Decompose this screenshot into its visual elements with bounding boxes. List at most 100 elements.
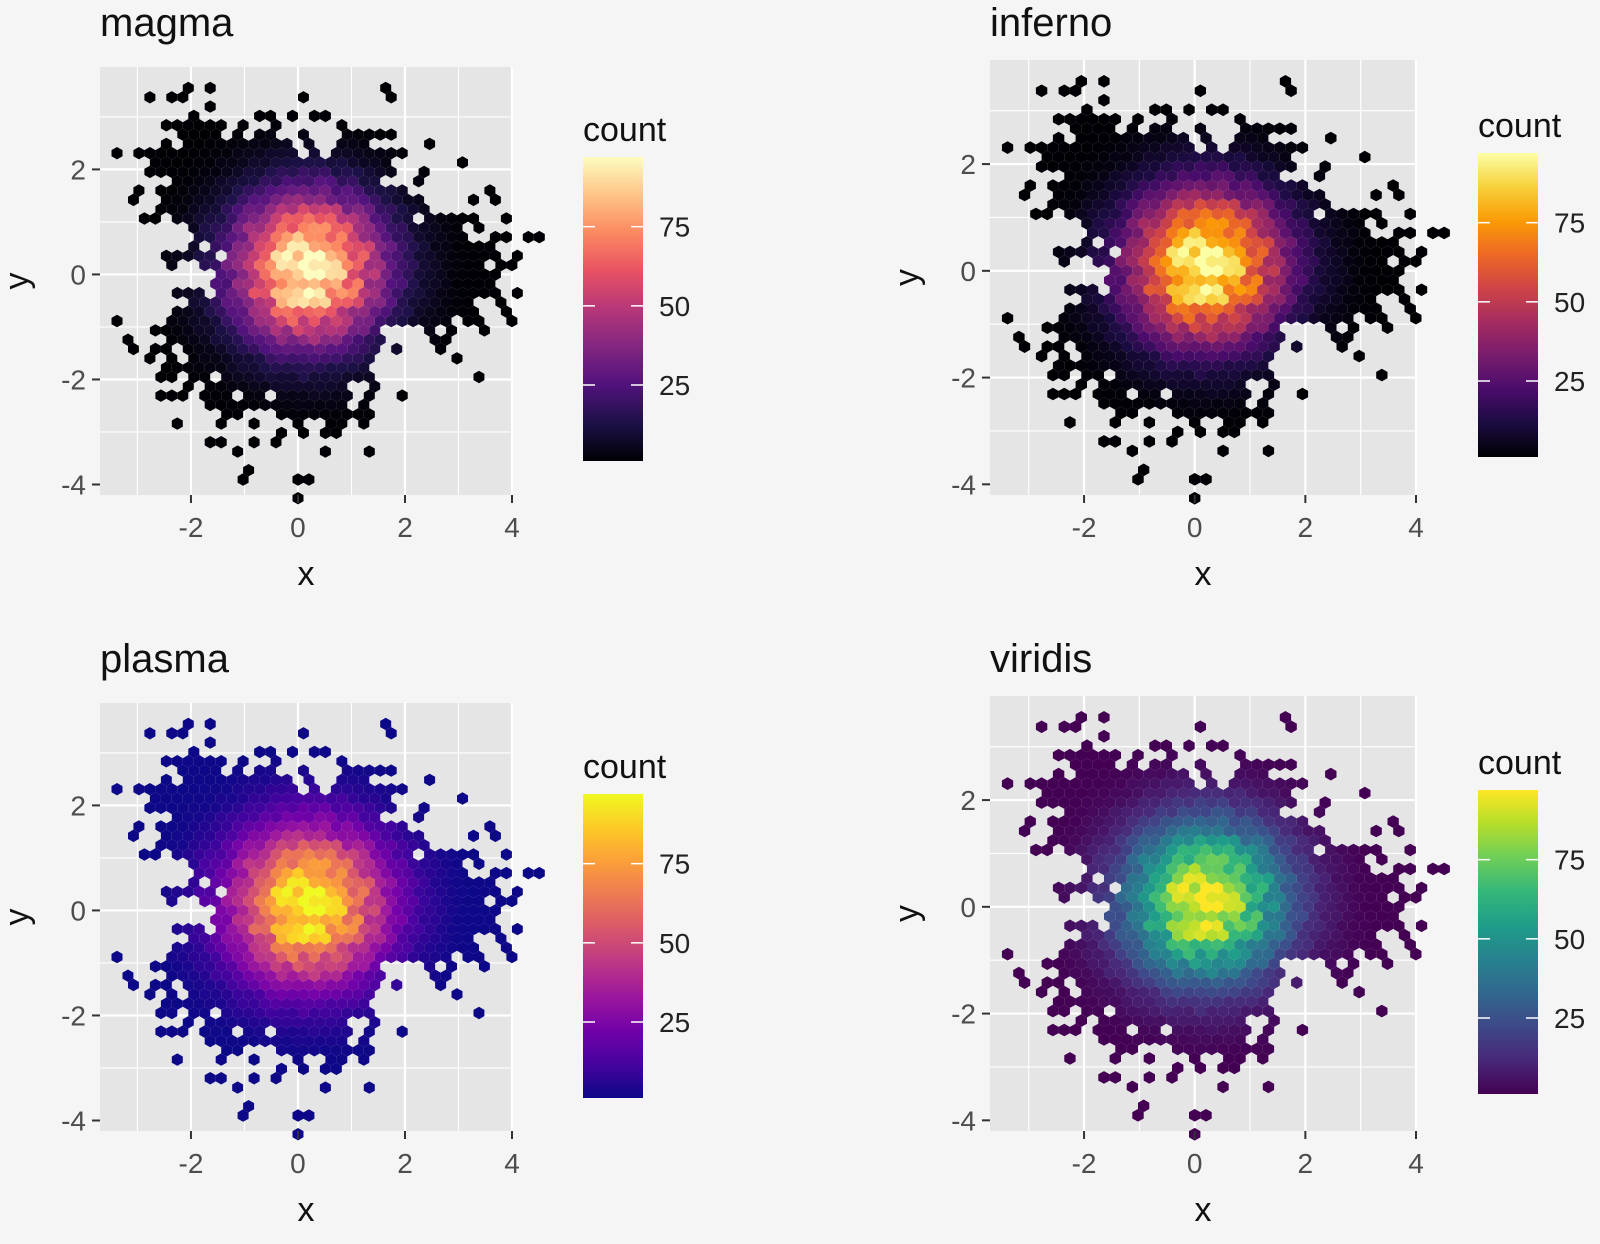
hex-cell [1115,966,1127,980]
hex-cell [336,922,348,936]
hex-cell [1257,264,1269,278]
hex-cell [1245,805,1258,819]
hex-cell [1313,169,1326,183]
hex-cell [1064,957,1076,970]
hex-cell [1081,160,1093,173]
hex-cell [215,848,227,861]
hex-cell [1155,150,1167,164]
hex-cell [303,792,315,805]
hex-cell [347,904,359,917]
hex-cell [1069,834,1082,847]
hex-cell [193,212,205,225]
hex-cell [341,258,353,272]
hex-cell [1104,834,1116,847]
hex-cell [1149,255,1161,268]
hex-cell [1268,264,1280,278]
hex-cell [308,969,320,982]
hex-cell [1075,711,1087,724]
hex-cell [232,876,244,889]
hex-cell [276,333,287,346]
hex-cell [1257,976,1269,989]
hex-cell [1069,815,1082,828]
hex-cell [1115,834,1127,847]
hex-cell [363,801,375,815]
hex-cell [171,960,183,973]
hex-cell [1257,283,1269,297]
hex-cell [1313,862,1326,876]
hex-cell [336,230,348,244]
hex-cell [1194,758,1206,771]
hex-cell [429,314,441,328]
hex-cell [1001,311,1014,325]
hex-cell [1268,1014,1280,1027]
hex-cell [160,960,172,973]
hex-cell [330,969,342,982]
hex-cell [1211,150,1224,164]
hex-cell [1211,359,1224,372]
hex-cell [276,203,287,216]
hex-cell [1115,217,1127,230]
hex-cell [1149,122,1161,135]
hex-cell [1052,786,1065,800]
hex-cell [1092,292,1104,306]
hex-cell [325,997,337,1010]
hex-cell [457,268,468,281]
hex-cell [369,811,381,824]
hex-cell [303,997,315,1010]
hex-cell [155,184,167,197]
hex-cell [1081,1004,1093,1018]
hex-cell [1143,1071,1155,1084]
hex-cell [1115,368,1127,382]
hex-cell [352,894,364,908]
hex-cell [1166,283,1178,297]
hex-cell [1353,255,1365,268]
hex-cell [276,913,287,926]
hex-cell [226,922,238,936]
hex-cell [363,894,375,908]
hex-cell [1211,786,1224,800]
hex-cell [352,969,364,982]
hex-cell [287,801,298,815]
hex-cell [1268,786,1280,800]
hex-cell [451,240,463,253]
hex-cell [347,286,359,300]
hex-cell [363,370,375,384]
hex-cell [451,221,463,234]
hex-cell [1160,758,1172,771]
hex-cell [232,988,244,1001]
hex-cell [1092,777,1104,790]
hex-cell [391,978,403,992]
hex-cell [1404,862,1416,876]
hex-cell [1234,976,1246,989]
hex-cell [429,857,441,870]
hex-cell [171,193,183,207]
hex-cell [1138,387,1150,401]
hex-cell [1149,292,1161,306]
hex-cell [237,829,249,843]
hex-cell [402,922,414,936]
hex-cell [1075,957,1087,970]
hex-cell [1240,406,1252,420]
hex-cell [489,885,501,898]
hex-cell [1206,872,1218,885]
hex-cell [1359,843,1371,857]
hex-cell [1172,985,1184,999]
hex-cell [1308,891,1320,904]
hex-cell [479,922,490,936]
hex-cell [1115,815,1127,828]
hex-cell [215,324,227,337]
hex-cell [396,184,408,197]
hex-cell [1200,283,1212,297]
hex-cell [1166,805,1178,819]
hex-cell [1194,425,1206,439]
hex-cell [232,352,244,365]
hex-cell [1268,976,1280,989]
hex-cell [511,922,523,936]
hex-cell [1149,928,1161,942]
hex-cell [204,119,216,132]
hex-cell [237,305,249,318]
y-tick-label: -2 [951,363,976,394]
hex-cell [429,969,441,982]
hex-cell [1081,928,1093,942]
hex-cell [292,866,304,880]
